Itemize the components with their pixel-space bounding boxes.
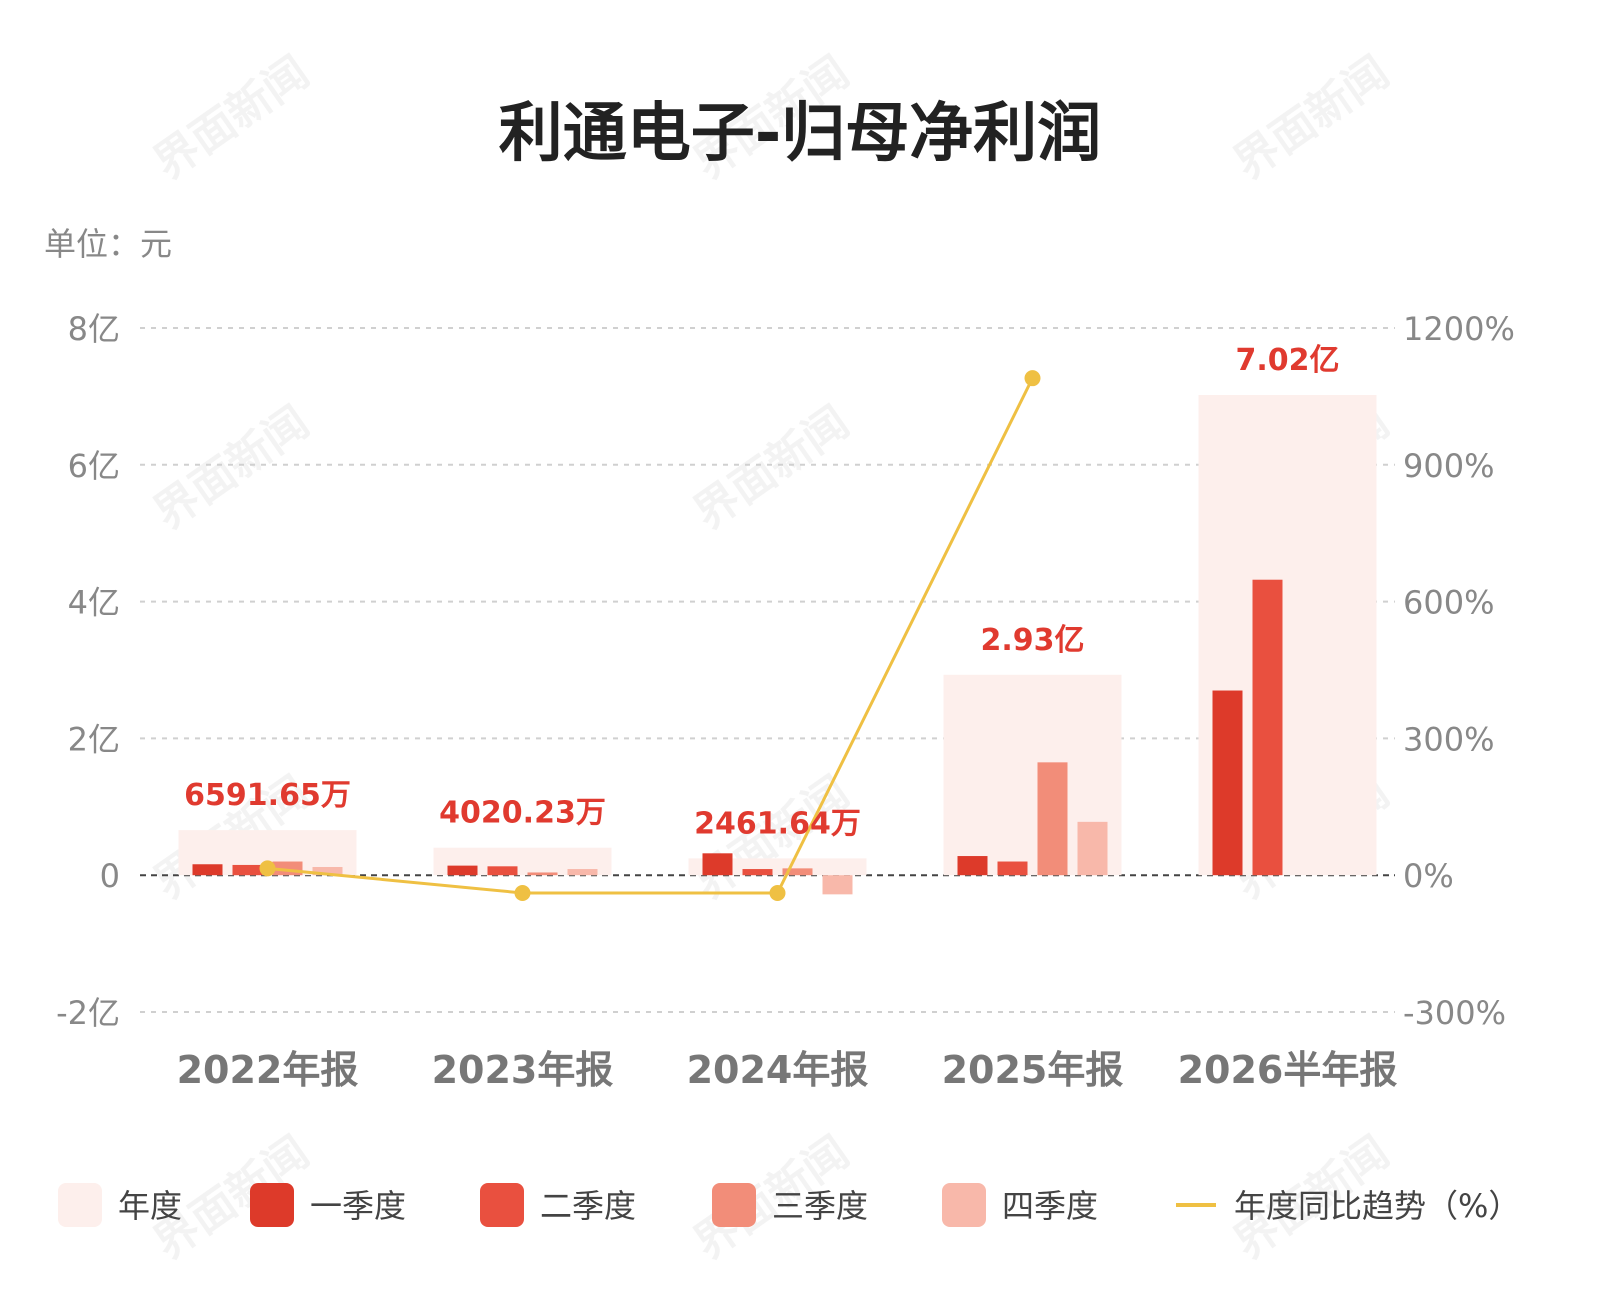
trend-point xyxy=(1024,370,1041,387)
axis-ticks: 8亿 1200% 6亿 900% 4亿 600% 2亿 300% 0 0% -2亿 -300% xyxy=(56,310,1515,1032)
watermark-text: 界面新闻 xyxy=(145,397,318,540)
trend-point xyxy=(769,884,786,901)
quarter-bar xyxy=(1252,579,1283,876)
category-label: 2026半年报 xyxy=(1178,1048,1398,1092)
y-right-tick: 600% xyxy=(1403,584,1494,622)
unit-label: 单位：元 xyxy=(44,225,172,263)
y-left-tick: 2亿 xyxy=(68,720,120,758)
legend-label: 一季度 xyxy=(310,1187,406,1225)
y-left-tick: 4亿 xyxy=(68,584,120,622)
quarter-bar xyxy=(742,869,773,876)
quarter-bar xyxy=(822,875,853,895)
quarter-bar xyxy=(447,865,478,876)
quarter-bar xyxy=(192,864,223,876)
quarter-bar xyxy=(527,872,558,876)
quarter-bar xyxy=(782,868,813,876)
annual-value-label: 7.02亿 xyxy=(1235,343,1339,378)
quarter-bar xyxy=(1037,762,1068,876)
legend-label: 四季度 xyxy=(1002,1187,1098,1225)
watermark-text: 界面新闻 xyxy=(1225,47,1398,190)
y-right-tick: 900% xyxy=(1403,447,1494,485)
y-right-tick: 0% xyxy=(1403,857,1454,895)
y-right-tick: 300% xyxy=(1403,720,1494,758)
legend-swatch xyxy=(250,1183,294,1227)
quarter-bar xyxy=(232,864,263,876)
annual-value-label: 4020.23万 xyxy=(439,796,606,831)
quarter-bar xyxy=(997,861,1028,876)
annual-value-label: 2461.64万 xyxy=(694,806,861,841)
data-labels: 6591.65万 4020.23万 2461.64万 2.93亿 7.02亿 xyxy=(184,343,1339,841)
quarter-bar xyxy=(312,866,343,876)
legend-swatch xyxy=(712,1183,756,1227)
bars-layer xyxy=(178,395,1377,895)
watermark-text: 界面新闻 xyxy=(685,397,858,540)
quarter-bar xyxy=(1212,690,1243,876)
category-label: 2024年报 xyxy=(687,1048,869,1092)
trend-point xyxy=(259,860,276,877)
quarter-bar xyxy=(957,856,988,876)
category-label: 2022年报 xyxy=(177,1048,359,1092)
quarter-bar xyxy=(702,853,733,876)
category-label: 2023年报 xyxy=(432,1048,614,1092)
legend-label: 三季度 xyxy=(772,1187,868,1225)
legend: 年度 一季度 二季度 三季度 四季度 年度同比趋势（%） xyxy=(58,1183,1520,1227)
trend-point xyxy=(514,884,531,901)
legend-label: 年度 xyxy=(118,1187,182,1225)
legend-swatch xyxy=(58,1183,102,1227)
trend-layer xyxy=(259,370,1041,901)
y-left-tick: 6亿 xyxy=(68,447,120,485)
quarter-bar xyxy=(567,869,598,876)
y-left-tick: -2亿 xyxy=(56,994,120,1032)
y-left-tick: 8亿 xyxy=(68,310,120,348)
y-right-tick: -300% xyxy=(1403,994,1506,1032)
y-left-tick: 0 xyxy=(100,857,120,895)
legend-label: 二季度 xyxy=(540,1187,636,1225)
legend-swatch xyxy=(942,1183,986,1227)
legend-label: 年度同比趋势（%） xyxy=(1234,1187,1520,1225)
annual-bar xyxy=(688,858,867,876)
legend-swatch xyxy=(480,1183,524,1227)
chart-title: 利通电子-归母净利润 xyxy=(499,97,1102,171)
category-labels: 2022年报 2023年报 2024年报 2025年报 2026半年报 xyxy=(177,1048,1398,1092)
annual-value-label: 2.93亿 xyxy=(980,623,1084,658)
quarter-bar xyxy=(487,866,518,876)
watermark-text: 界面新闻 xyxy=(145,47,318,190)
category-label: 2025年报 xyxy=(942,1048,1124,1092)
quarter-bar xyxy=(1077,821,1108,876)
annual-value-label: 6591.65万 xyxy=(184,778,351,813)
y-right-tick: 1200% xyxy=(1403,310,1515,348)
trend-line xyxy=(267,377,1034,895)
